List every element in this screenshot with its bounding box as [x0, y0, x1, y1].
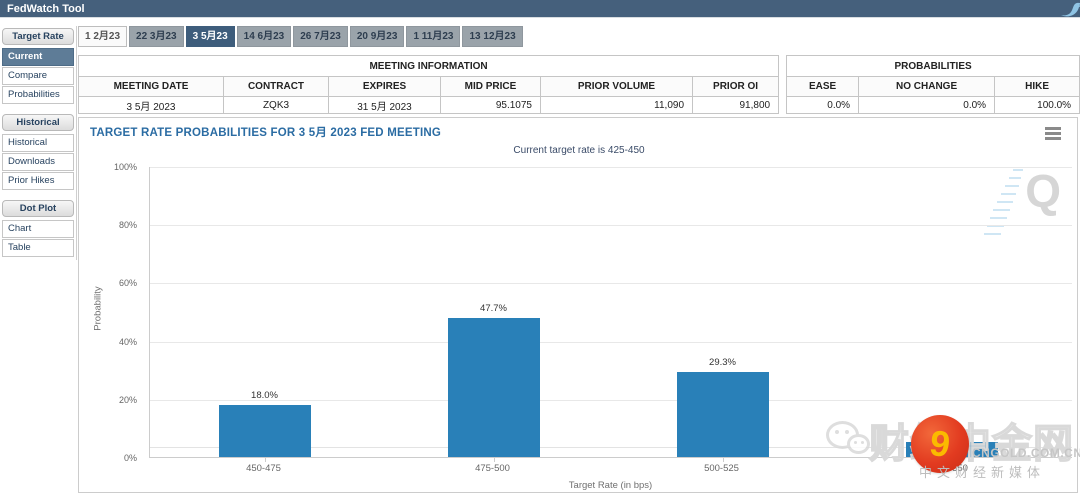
plot-area: 18.0% 47.7% 29.3%	[149, 167, 1072, 462]
tab-meeting-8[interactable]: 13 12月23	[462, 26, 523, 47]
chart-title: TARGET RATE PROBABILITIES FOR 3 5月 2023 …	[90, 127, 441, 139]
meeting-date-tabs: 1 2月23 22 3月23 3 5月23 14 6月23 26 7月23 20…	[78, 26, 523, 47]
probability-bar-500-525[interactable]	[676, 372, 769, 457]
col-hike: HIKE	[994, 76, 1080, 97]
app-title: FedWatch Tool	[7, 3, 85, 15]
contract-value: ZQK3	[223, 96, 329, 114]
tab-meeting-2[interactable]: 22 3月23	[129, 26, 184, 47]
x-tick-label: 500-525	[704, 463, 739, 474]
col-prior-volume: PRIOR VOLUME	[540, 76, 693, 97]
tab-meeting-3-selected[interactable]: 3 5月23	[185, 26, 235, 47]
tab-meeting-4[interactable]: 14 6月23	[236, 26, 292, 47]
y-tick-label: 20%	[118, 394, 137, 405]
prior-oi-value: 91,800	[691, 96, 780, 114]
meeting-information-table: MEETING INFORMATION MEETING DATE CONTRAC…	[77, 55, 780, 114]
hamburger-menu-icon[interactable]	[1045, 127, 1061, 142]
probability-bar-475-500[interactable]	[447, 318, 540, 457]
col-contract: CONTRACT	[223, 76, 329, 97]
chart-panel: TARGET RATE PROBABILITIES FOR 3 5月 2023 …	[78, 117, 1078, 493]
table-row: 3 5月 2023 ZQK3 31 5月 2023 95.1075 11,090…	[78, 96, 780, 114]
sidebar-item-historical[interactable]: Historical	[2, 134, 74, 152]
sidebar-header-historical[interactable]: Historical	[2, 114, 74, 131]
col-meeting-date: MEETING DATE	[78, 76, 224, 97]
sidebar-header-target-rate[interactable]: Target Rate	[2, 28, 74, 45]
top-bar: FedWatch Tool	[0, 0, 1080, 18]
x-tick-mark	[951, 457, 953, 462]
meeting-date-value: 3 5月 2023	[78, 96, 224, 114]
x-tick-mark	[264, 457, 266, 462]
quikstrike-dashes-icon	[984, 169, 1023, 235]
probability-bar-525-550[interactable]	[905, 442, 998, 457]
col-expires: EXPIRES	[328, 76, 441, 97]
sidebar-item-downloads[interactable]: Downloads	[2, 153, 74, 171]
table-row: 0.0% 0.0% 100.0%	[786, 96, 1080, 114]
col-mid-price: MID PRICE	[440, 76, 541, 97]
gridline	[150, 167, 1072, 168]
sidebar-item-prior-hikes[interactable]: Prior Hikes	[2, 172, 74, 190]
bar-value-label: 18.0%	[251, 390, 278, 401]
sidebar-item-compare[interactable]: Compare	[2, 67, 74, 85]
col-ease: EASE	[786, 76, 860, 97]
gridline	[150, 283, 1072, 285]
tab-meeting-6[interactable]: 20 9月23	[349, 26, 405, 47]
chart-subtitle: Current target rate is 425-450	[513, 145, 645, 156]
ease-value: 0.0%	[786, 96, 860, 114]
sidebar-item-probabilities[interactable]: Probabilities	[2, 86, 74, 104]
sidebar: Target Rate Current Compare Probabilitie…	[2, 28, 74, 258]
sidebar-item-chart[interactable]: Chart	[2, 220, 74, 238]
x-tick-mark	[493, 457, 495, 462]
tab-meeting-1[interactable]: 1 2月23	[78, 26, 128, 47]
x-tick-label: 525-550	[933, 463, 968, 474]
x-axis-title: Target Rate (in bps)	[568, 480, 653, 491]
meeting-info-title: MEETING INFORMATION	[77, 55, 780, 77]
gridline	[150, 341, 1072, 343]
expires-value: 31 5月 2023	[328, 96, 441, 114]
prior-volume-value: 11,090	[540, 96, 693, 114]
hike-value: 100.0%	[994, 96, 1080, 114]
y-tick-label: 40%	[118, 336, 137, 347]
gridline	[150, 399, 1072, 401]
no-change-value: 0.0%	[858, 96, 996, 114]
col-prior-oi: PRIOR OI	[691, 76, 780, 97]
sidebar-item-table[interactable]: Table	[2, 239, 74, 257]
mid-price-value: 95.1075	[440, 96, 541, 114]
info-tables: MEETING INFORMATION MEETING DATE CONTRAC…	[77, 55, 1080, 114]
sidebar-divider	[76, 26, 77, 260]
probabilities-title: PROBABILITIES	[786, 55, 1080, 77]
col-no-change: NO CHANGE	[858, 76, 996, 97]
sidebar-header-dot-plot[interactable]: Dot Plot	[2, 200, 74, 217]
watermark-line	[150, 447, 1072, 448]
bar-value-label: 29.3%	[709, 357, 736, 368]
sidebar-item-current[interactable]: Current	[2, 48, 74, 66]
y-tick-label: 0%	[123, 453, 137, 463]
x-tick-label: 475-500	[475, 463, 510, 474]
x-tick-label: 450-475	[246, 463, 281, 474]
y-tick-label: 60%	[118, 278, 137, 289]
gridline	[150, 225, 1072, 227]
tab-meeting-7[interactable]: 1 11月23	[406, 26, 461, 47]
probability-bar-450-475[interactable]	[218, 405, 311, 457]
bar-value-label: 47.7%	[480, 303, 507, 314]
y-tick-label: 80%	[118, 220, 137, 231]
probabilities-table: PROBABILITIES EASE NO CHANGE HIKE 0.0% 0…	[786, 55, 1080, 114]
tab-meeting-5[interactable]: 26 7月23	[293, 26, 348, 47]
quikstrike-q-watermark: Q	[1025, 165, 1061, 217]
twitter-bird-icon[interactable]	[1059, 2, 1080, 18]
y-tick-label: 100%	[113, 162, 137, 172]
x-tick-mark	[722, 457, 724, 462]
